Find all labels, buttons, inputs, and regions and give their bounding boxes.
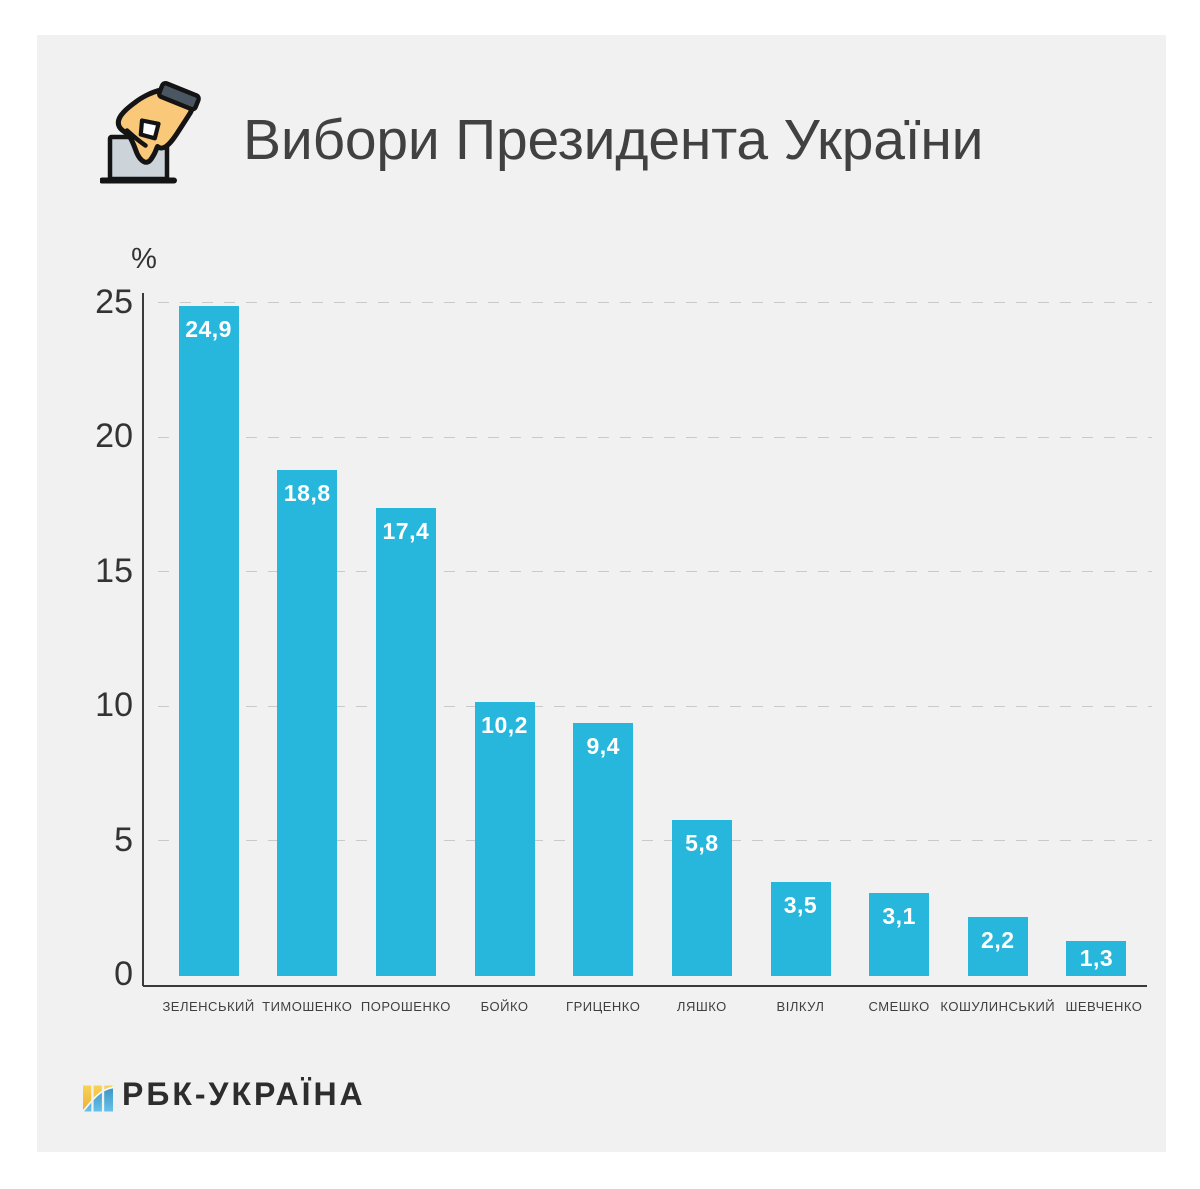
- bar-кошулинський: 2,2: [967, 916, 1028, 976]
- gridline-15: [147, 571, 1152, 572]
- bar-шевченко: 1,3: [1066, 941, 1127, 976]
- bar-вілкул: 3,5: [770, 881, 831, 976]
- gridline-25: [147, 302, 1152, 303]
- gridline-10: [147, 705, 1152, 707]
- y-tick-label-5: 5: [114, 820, 133, 859]
- x-tick-label-ляшко: ЛЯШКО: [676, 999, 727, 1014]
- hand-ballot-box-icon: [99, 78, 206, 189]
- bar-value-label: 3,5: [783, 891, 818, 918]
- bar-value-label: 5,8: [685, 829, 719, 856]
- y-tick-label-15: 15: [95, 551, 133, 590]
- x-tick-label-тимошенко: ТИМОШЕНКО: [262, 999, 353, 1014]
- y-axis-line: [142, 293, 144, 986]
- x-tick-label-смешко: СМЕШКО: [868, 999, 930, 1014]
- x-tick-label-бойко: БОЙКО: [480, 999, 529, 1014]
- bar-зеленський: 24,9: [178, 306, 239, 976]
- x-tick-label-зеленський: ЗЕЛЕНСЬКИЙ: [162, 999, 255, 1014]
- x-tick-label-порошенко: ПОРОШЕНКО: [360, 999, 451, 1014]
- bar-value-label: 9,4: [586, 733, 620, 760]
- bar-value-label: 2,2: [981, 926, 1015, 953]
- y-axis-unit-label: %: [131, 243, 157, 275]
- x-tick-label-вілкул: ВІЛКУЛ: [776, 999, 825, 1014]
- bar-тимошенко: 18,8: [277, 470, 338, 976]
- bar-value-label: 18,8: [283, 480, 331, 507]
- bar-value-label: 24,9: [185, 316, 232, 343]
- bar-смешко: 3,1: [869, 892, 930, 976]
- x-tick-label-шевченко: ШЕВЧЕНКО: [1065, 999, 1143, 1014]
- y-tick-label-20: 20: [95, 417, 133, 455]
- bar-гриценко: 9,4: [573, 723, 634, 976]
- bar-бойко: 10,2: [474, 701, 535, 976]
- y-tick-label-0: 0: [114, 955, 133, 993]
- page-title: Вибори Президента України: [243, 108, 984, 172]
- bar-value-label: 17,4: [382, 517, 430, 544]
- bar-ляшко: 5,8: [671, 819, 732, 976]
- gridline-5: [147, 840, 1152, 841]
- rbc-ukraine-logo-text: РБК-УКРАЇНА: [122, 1076, 366, 1112]
- y-tick-label-10: 10: [95, 686, 133, 724]
- x-tick-label-кошулинський: КОШУЛИНСЬКИЙ: [940, 999, 1056, 1014]
- bar-value-label: 3,1: [882, 902, 916, 929]
- x-axis-line: [143, 985, 1147, 987]
- bar-value-label: 1,3: [1079, 945, 1114, 972]
- bar-порошенко: 17,4: [375, 507, 436, 976]
- gridline-20: [147, 436, 1152, 438]
- bar-value-label: 10,2: [481, 711, 528, 738]
- x-tick-label-гриценко: ГРИЦЕНКО: [566, 999, 641, 1014]
- rbc-ukraine-logo-icon: [82, 1085, 114, 1117]
- y-tick-label-25: 25: [95, 282, 133, 321]
